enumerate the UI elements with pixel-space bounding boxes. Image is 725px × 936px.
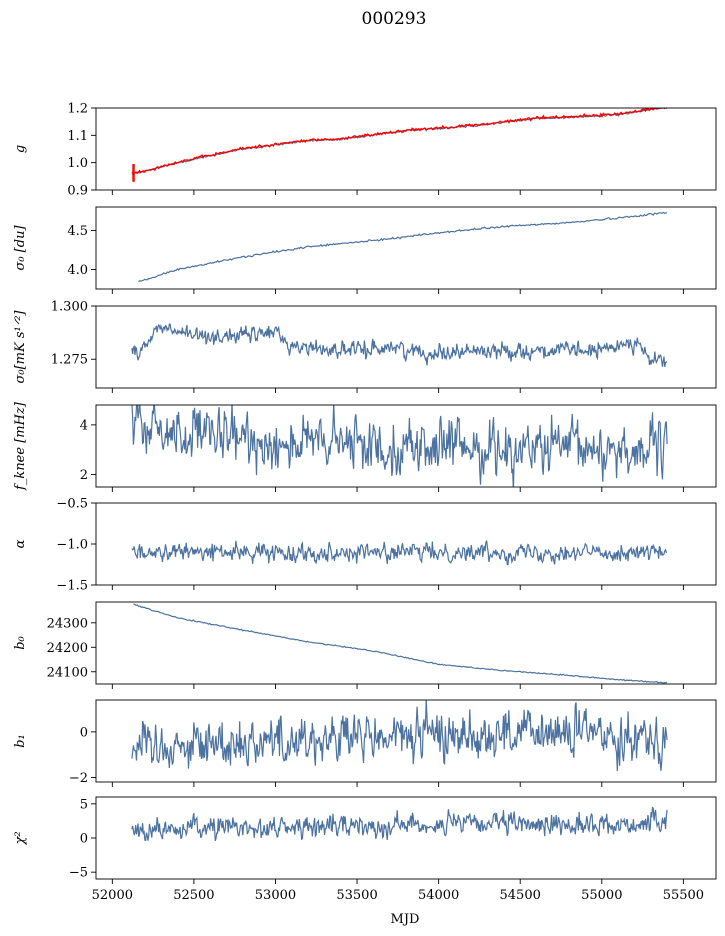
ytick-label-g-3: 1.2 bbox=[67, 102, 88, 117]
series-g-0 bbox=[131, 108, 668, 175]
ytick-label-fknee-1: 4 bbox=[80, 418, 88, 433]
y-axis-label-sigma0-du: σ₀ [du] bbox=[13, 225, 28, 271]
panel-fknee: 2 4 f_knee [mHz] bbox=[13, 401, 717, 492]
series-g-1 bbox=[131, 108, 666, 175]
ytick-label-b1-1: 0 bbox=[80, 725, 88, 740]
y-axis-label-g: g bbox=[13, 145, 28, 153]
y-axis-label-b0: b₀ bbox=[13, 635, 28, 649]
x-axis-label: MJD bbox=[391, 912, 420, 927]
ytick-label-b1-0: −2 bbox=[69, 771, 88, 786]
y-axis-label-fknee: f_knee [mHz] bbox=[13, 401, 28, 491]
ytick-label-b0-0: 24100 bbox=[47, 665, 88, 680]
panel-sigma0-du: 4.0 4.5 σ₀ [du] bbox=[13, 206, 717, 294]
ytick-label-g-0: 0.9 bbox=[67, 184, 88, 199]
ytick-label-chi2-1: 0 bbox=[80, 832, 88, 847]
ytick-label-chi2-0: −5 bbox=[69, 866, 88, 881]
ytick-label-b0-2: 24300 bbox=[47, 616, 88, 631]
panel-b0: 24100 24200 24300 b₀ bbox=[13, 601, 717, 689]
xtick-label-5: 54500 bbox=[500, 888, 541, 903]
series-alpha-0 bbox=[131, 540, 668, 566]
ytick-label-alpha-1: −1.0 bbox=[56, 538, 88, 553]
axes-frame-g bbox=[95, 107, 717, 191]
y-axis-label-b1: b₁ bbox=[13, 734, 28, 748]
series-b0-0 bbox=[133, 603, 668, 684]
axes-frame-chi2 bbox=[95, 796, 717, 880]
y-axis-label-alpha: α bbox=[13, 539, 28, 548]
ytick-label-g-2: 1.1 bbox=[67, 129, 88, 144]
series-fknee-0 bbox=[131, 405, 668, 487]
ytick-label-g-1: 1.0 bbox=[67, 156, 88, 171]
axes-frame-b0 bbox=[95, 601, 717, 685]
xtick-label-4: 54000 bbox=[418, 888, 459, 903]
ytick-label-sigma0-mks-1: 1.300 bbox=[51, 300, 88, 315]
ytick-label-alpha-2: −0.5 bbox=[56, 497, 88, 512]
panel-chi2: −5 0 5 52000 52500 53000 53500 54000 54500 55000 5… bbox=[13, 796, 717, 903]
xtick-label-7: 55500 bbox=[663, 888, 704, 903]
xtick-label-1: 52500 bbox=[173, 888, 214, 903]
xtick-label-2: 53000 bbox=[255, 888, 296, 903]
series-b1-0 bbox=[131, 700, 668, 772]
xtick-label-3: 53500 bbox=[336, 888, 377, 903]
chart-title: 000293 bbox=[362, 9, 427, 29]
panel-b1: −2 0 b₁ bbox=[13, 699, 717, 787]
panels-group: 0.9 1.0 1.1 1.2 g 4.0 4.5 σ₀ [du] 1.275 1.300 σ₀[m… bbox=[13, 102, 717, 903]
ytick-label-sigma0-du-0: 4.0 bbox=[67, 263, 88, 278]
y-axis-label-sigma0-mks: σ₀[mK s¹ᐟ²] bbox=[13, 310, 28, 384]
ytick-label-chi2-2: 5 bbox=[80, 797, 88, 812]
ytick-label-sigma0-mks-0: 1.275 bbox=[51, 353, 88, 368]
axes-frame-b1 bbox=[95, 699, 717, 783]
series-sigma0-du-0 bbox=[138, 211, 668, 283]
ytick-label-sigma0-du-1: 4.5 bbox=[67, 224, 88, 239]
ytick-label-fknee-0: 2 bbox=[80, 468, 88, 483]
series-chi2-0 bbox=[131, 806, 668, 842]
axes-frame-alpha bbox=[95, 502, 717, 586]
y-axis-label-chi2: χ² bbox=[13, 831, 28, 845]
axes-frame-sigma0-mks bbox=[95, 305, 717, 389]
series-sigma0-mks-0 bbox=[131, 323, 668, 368]
axes-frame-fknee bbox=[95, 404, 717, 488]
ytick-label-b0-1: 24200 bbox=[47, 641, 88, 656]
ytick-label-alpha-0: −1.5 bbox=[56, 579, 88, 594]
panel-alpha: −1.5 −1.0 −0.5 α bbox=[13, 497, 717, 594]
xtick-label-6: 55000 bbox=[581, 888, 622, 903]
panel-g: 0.9 1.0 1.1 1.2 g bbox=[13, 102, 717, 199]
panel-sigma0-mks: 1.275 1.300 σ₀[mK s¹ᐟ²] bbox=[13, 300, 717, 393]
axes-frame-sigma0-du bbox=[95, 206, 717, 290]
xtick-label-0: 52000 bbox=[92, 888, 133, 903]
